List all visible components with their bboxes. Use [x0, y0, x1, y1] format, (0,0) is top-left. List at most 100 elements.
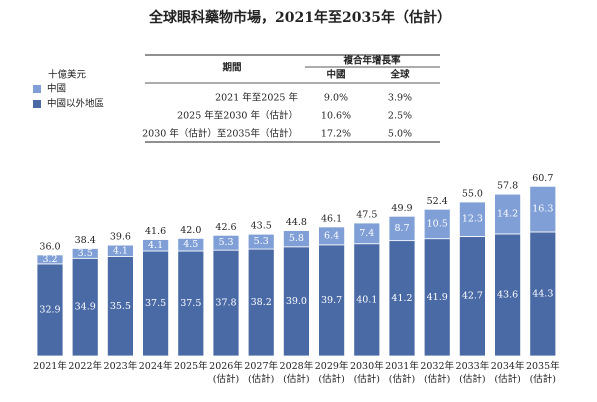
table-cell: 9.0%	[324, 93, 348, 104]
table-cell: 2021 年至2025 年	[215, 92, 298, 104]
x-tick-label: 2026年 (估計)	[209, 361, 243, 385]
bar-segment	[177, 250, 205, 357]
total-label: 43.5	[251, 221, 272, 232]
bar-segment	[212, 234, 240, 251]
total-label: 39.6	[110, 232, 131, 243]
x-tick-label: 2024年	[138, 361, 173, 372]
bar-segment	[318, 244, 346, 357]
bar-segment	[282, 230, 310, 248]
bar-segment	[318, 226, 346, 246]
value-label: 4.1	[148, 240, 163, 251]
value-label: 16.3	[532, 204, 553, 215]
value-label: 5.3	[254, 236, 269, 247]
bar-segment	[247, 248, 275, 357]
value-label: 43.6	[497, 289, 518, 300]
bar-segment	[177, 237, 205, 252]
value-label: 44.3	[532, 288, 553, 299]
bar-segment	[388, 215, 416, 242]
total-label: 44.8	[286, 217, 307, 228]
unit-label: 十億美元	[48, 69, 87, 81]
total-label: 41.6	[145, 226, 166, 237]
bar-segment	[423, 208, 451, 240]
x-tick-label: 2022年	[68, 361, 103, 372]
value-label: 3.2	[42, 254, 57, 265]
value-label: 39.0	[286, 296, 307, 307]
value-label: 37.5	[180, 298, 201, 309]
total-label: 57.8	[497, 181, 518, 192]
value-label: 37.5	[145, 298, 166, 309]
total-label: 49.9	[391, 203, 412, 214]
bar-segment	[107, 256, 134, 357]
value-label: 5.3	[218, 237, 233, 248]
value-label: 4.5	[183, 239, 198, 250]
x-tick-label: 2023年	[103, 361, 138, 372]
x-tick-label: 2030年 (估計)	[349, 361, 384, 385]
x-tick-label: 2034年 (估計)	[490, 361, 525, 385]
table-header: 期間	[222, 62, 241, 74]
bar-segment	[388, 240, 416, 357]
x-tick-label: 2021年	[33, 361, 67, 372]
table-cell: 17.2%	[321, 129, 351, 140]
table-cell: 2025 年至2030 年（估計）	[177, 110, 298, 122]
value-label: 3.5	[78, 248, 93, 259]
x-tick-label: 2033年 (估計)	[455, 361, 490, 385]
x-tick-label: 2032年 (估計)	[420, 361, 455, 385]
table-cell: 10.6%	[321, 111, 351, 122]
total-label: 36.0	[39, 241, 60, 252]
value-label: 14.2	[497, 209, 518, 220]
x-tick-label: 2035年 (估計)	[525, 361, 560, 385]
total-label: 55.0	[462, 189, 483, 200]
x-tick-label: 2029年 (估計)	[314, 361, 349, 385]
value-label: 40.1	[356, 294, 377, 305]
bar-segment	[36, 263, 64, 357]
value-label: 5.8	[289, 233, 304, 244]
table-cell: 5.0%	[388, 129, 412, 140]
bar-segment	[529, 185, 557, 233]
value-label: 37.8	[215, 298, 236, 309]
x-tick-label: 2027年 (估計)	[244, 361, 279, 385]
total-label: 38.4	[75, 235, 96, 246]
total-label: 52.4	[427, 196, 448, 207]
value-label: 4.1	[113, 245, 128, 256]
bar-segment	[36, 254, 64, 265]
bar-segment	[423, 238, 451, 357]
legend-label: 中國	[47, 83, 66, 95]
bar-segment	[353, 222, 381, 245]
value-label: 6.4	[324, 230, 339, 241]
legend-label: 中國以外地區	[47, 98, 104, 110]
table-header: 中國	[326, 69, 345, 81]
bar-segment	[107, 244, 134, 257]
legend-swatch	[33, 100, 41, 108]
total-label: 60.7	[532, 173, 553, 184]
value-label: 41.2	[391, 293, 412, 304]
total-label: 42.6	[215, 222, 236, 233]
table-cell: 2030 年（估計）至2035年（估計）	[142, 128, 298, 140]
value-label: 42.7	[462, 291, 483, 302]
bar-segment	[212, 249, 240, 357]
chart-title: 全球眼科藥物市場，2021年至2035年（估計）	[148, 9, 451, 26]
total-label: 42.0	[180, 225, 201, 236]
value-label: 35.5	[110, 301, 131, 312]
bar-segment	[353, 243, 381, 357]
bar-segment	[71, 248, 99, 259]
x-tick-label: 2031年 (估計)	[385, 361, 419, 385]
bar-segment	[142, 250, 170, 357]
table-cell: 3.9%	[388, 93, 412, 104]
value-label: 7.4	[359, 228, 374, 239]
value-label: 39.7	[321, 295, 342, 306]
value-label: 32.9	[39, 304, 60, 315]
bar-segment	[247, 233, 275, 250]
bar-segment	[142, 239, 170, 252]
value-label: 8.7	[394, 223, 409, 234]
value-label: 38.2	[251, 297, 272, 308]
total-label: 47.5	[356, 210, 377, 221]
value-label: 34.9	[75, 302, 96, 313]
x-tick-label: 2025年	[173, 361, 208, 372]
table-header: 複合年增長率	[342, 55, 401, 67]
bar-segment	[494, 233, 522, 357]
bar-segment	[529, 231, 557, 357]
table-cell: 2.5%	[388, 111, 412, 122]
value-label: 12.3	[462, 214, 483, 225]
